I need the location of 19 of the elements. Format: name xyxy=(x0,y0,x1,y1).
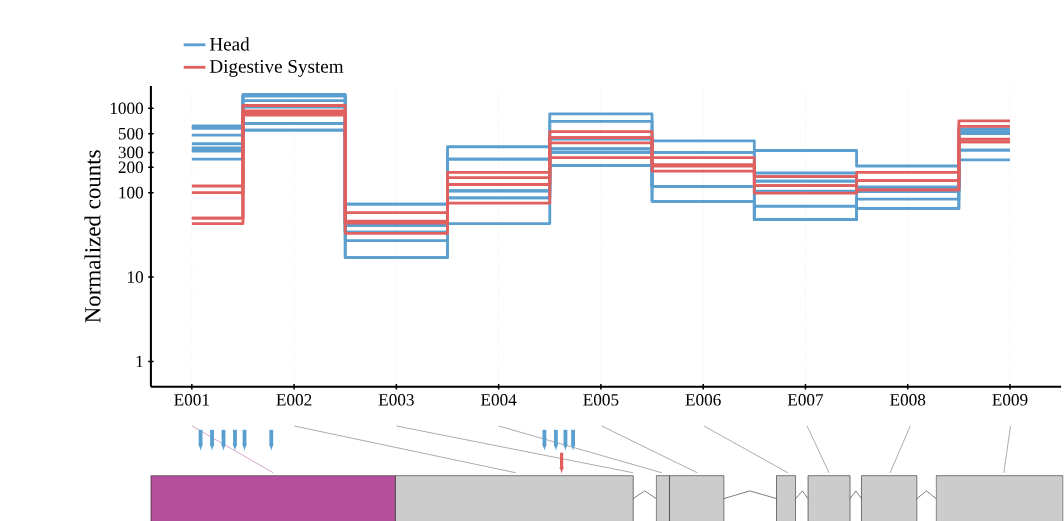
y-tick-label: 1 xyxy=(136,355,143,367)
y-tick-label: 100 xyxy=(119,186,144,199)
legend-label: Head xyxy=(209,37,250,51)
x-tick-label: E007 xyxy=(787,393,824,406)
x-tick-label: E003 xyxy=(378,393,414,406)
y-tick-label: 200 xyxy=(118,161,144,173)
y-tick-label: 1000 xyxy=(110,102,144,114)
y-tick-label: 500 xyxy=(118,127,144,140)
x-tick-label: E002 xyxy=(276,393,312,406)
x-tick-label: E006 xyxy=(685,393,721,406)
x-tick-label: E001 xyxy=(174,393,209,406)
legend-label: Digestive System xyxy=(209,59,344,77)
x-tick-label: E004 xyxy=(480,393,517,406)
y-axis-title: Normalized counts xyxy=(84,150,101,323)
y-tick-label: 10 xyxy=(128,271,144,283)
x-tick-label: E005 xyxy=(583,393,619,406)
x-tick-label: E009 xyxy=(992,393,1028,406)
x-tick-label: E008 xyxy=(890,393,926,406)
y-tick-label: 300 xyxy=(118,146,144,158)
